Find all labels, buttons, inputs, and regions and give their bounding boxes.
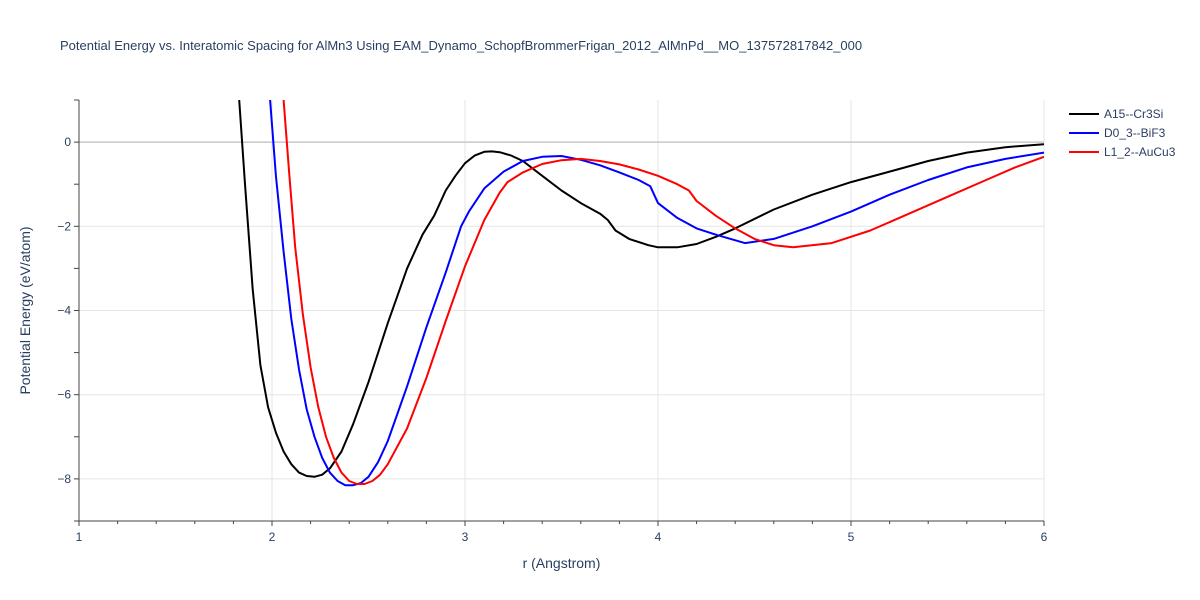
y-tick-label: −6 [57,388,71,402]
grid [79,100,1045,521]
x-tick-label: 4 [655,530,662,544]
series-line-1[interactable] [269,100,1044,487]
x-tick-label: 6 [1041,530,1048,544]
series-line-0[interactable] [238,100,1044,478]
x-tick-label: 1 [76,530,83,544]
y-tick-label: −2 [57,219,71,233]
legend-label: D0_3--BiF3 [1104,126,1166,140]
x-tick-label: 3 [462,530,469,544]
legend[interactable]: A15--Cr3Si D0_3--BiF3 L1_2--AuCu3 [1069,107,1176,159]
series-group [238,100,1044,487]
legend-item-0[interactable]: A15--Cr3Si [1069,107,1163,121]
y-tick-label: 0 [64,135,71,149]
y-axis-ticks: −8 −6 −4 −2 0 [57,99,79,522]
chart-title: Potential Energy vs. Interatomic Spacing… [60,38,862,53]
y-axis-title: Potential Energy (eV/atom) [17,226,33,394]
x-tick-label: 2 [269,530,276,544]
legend-label: L1_2--AuCu3 [1104,145,1176,159]
x-axis-ticks: 1 2 3 4 5 6 [76,521,1048,544]
legend-label: A15--Cr3Si [1104,107,1163,121]
y-tick-label: −4 [57,304,71,318]
y-tick-label: −8 [57,472,71,486]
x-tick-label: 5 [848,530,855,544]
x-axis-title: r (Angstrom) [523,555,601,571]
legend-item-1[interactable]: D0_3--BiF3 [1069,126,1166,140]
legend-item-2[interactable]: L1_2--AuCu3 [1069,145,1176,159]
series-line-2[interactable] [282,100,1044,485]
